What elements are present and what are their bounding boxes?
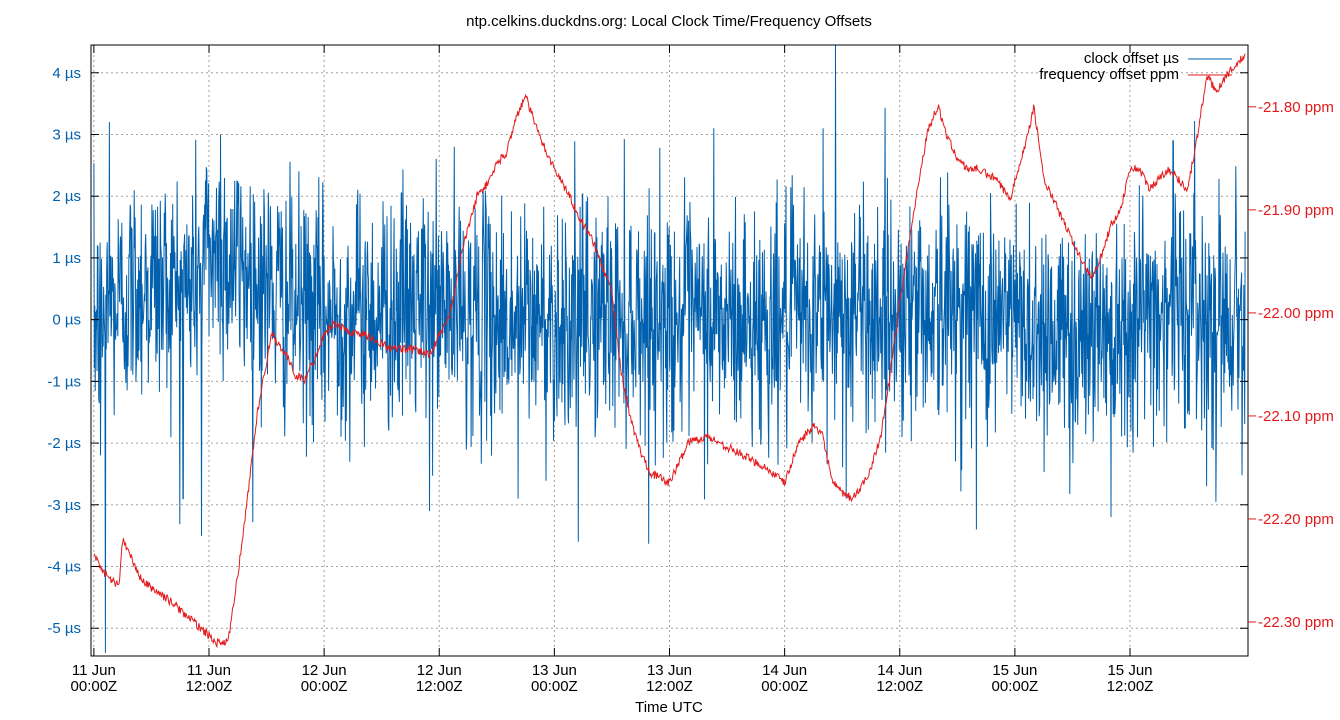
- series-line-clock-offset: [93, 44, 1246, 653]
- y2-tick-label: -21.80 ppm: [1258, 99, 1334, 116]
- x-axis-label: Time UTC: [635, 699, 703, 716]
- x-tick-label-time: 12:00Z: [876, 678, 923, 695]
- x-tick-label-time: 00:00Z: [761, 678, 808, 695]
- y2-tick-label: -22.30 ppm: [1258, 614, 1334, 631]
- series-line-frequency-offset: [93, 53, 1246, 649]
- chart-title: ntp.celkins.duckdns.org: Local Clock Tim…: [466, 13, 872, 30]
- x-tick-label-date: 15 Jun: [992, 662, 1037, 679]
- x-tick-label-date: 12 Jun: [417, 662, 462, 679]
- y1-tick-label: 2 µs: [52, 188, 81, 205]
- y1-tick-label: -2 µs: [47, 435, 81, 452]
- y1-tick-label: -5 µs: [47, 620, 81, 637]
- x-tick-label-date: 12 Jun: [302, 662, 347, 679]
- y2-tick-label: -22.20 ppm: [1258, 511, 1334, 528]
- x-tick-label-time: 12:00Z: [646, 678, 693, 695]
- y1-tick-label: 3 µs: [52, 126, 81, 143]
- y1-tick-label: -3 µs: [47, 497, 81, 514]
- x-tick-label-time: 00:00Z: [531, 678, 578, 695]
- x-tick-label-date: 15 Jun: [1107, 662, 1152, 679]
- y1-axis: 4 µs 3 µs 2 µs 1 µs 0 µs -1 µs -2 µs -3 µs -4 µs…: [47, 65, 1248, 637]
- y2-axis: -21.80 ppm -21.90 ppm -22.00 ppm -22.10 ppm…: [1248, 99, 1334, 631]
- x-tick-label-date: 13 Jun: [647, 662, 692, 679]
- legend-label-frequency-offset: frequency offset ppm: [1039, 66, 1179, 83]
- x-tick-label-date: 13 Jun: [532, 662, 577, 679]
- legend-label-clock-offset: clock offset µs: [1084, 50, 1179, 67]
- x-tick-label-time: 12:00Z: [186, 678, 233, 695]
- y1-tick-label: 0 µs: [52, 312, 81, 329]
- x-tick-label-time: 12:00Z: [1107, 678, 1154, 695]
- y1-tick-label: -4 µs: [47, 559, 81, 576]
- y2-tick-label: -22.00 ppm: [1258, 305, 1334, 322]
- x-tick-label-date: 11 Jun: [187, 662, 231, 679]
- y1-tick-label: 1 µs: [52, 250, 81, 267]
- y2-tick-label: -21.90 ppm: [1258, 202, 1334, 219]
- x-tick-label-date: 14 Jun: [877, 662, 922, 679]
- series-layer: [93, 44, 1246, 653]
- legend: clock offset µs frequency offset ppm: [1039, 50, 1232, 83]
- x-tick-label-time: 00:00Z: [992, 678, 1039, 695]
- x-tick-label-time: 00:00Z: [301, 678, 348, 695]
- x-tick-label-time: 12:00Z: [416, 678, 463, 695]
- x-tick-label-date: 11 Jun: [72, 662, 116, 679]
- x-tick-label-date: 14 Jun: [762, 662, 807, 679]
- y2-tick-label: -22.10 ppm: [1258, 408, 1334, 425]
- y1-tick-label: -1 µs: [47, 373, 81, 390]
- x-tick-label-time: 00:00Z: [71, 678, 118, 695]
- y1-tick-label: 4 µs: [52, 65, 81, 82]
